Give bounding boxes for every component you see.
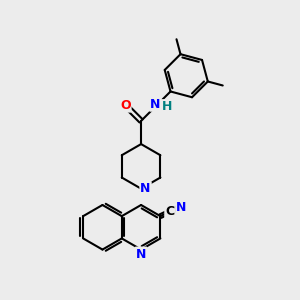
Text: N: N [140,182,151,195]
Text: N: N [136,248,146,260]
Text: N: N [176,201,187,214]
Text: O: O [120,99,130,112]
Text: H: H [161,100,172,113]
Text: N: N [150,98,161,111]
Text: C: C [165,205,174,218]
